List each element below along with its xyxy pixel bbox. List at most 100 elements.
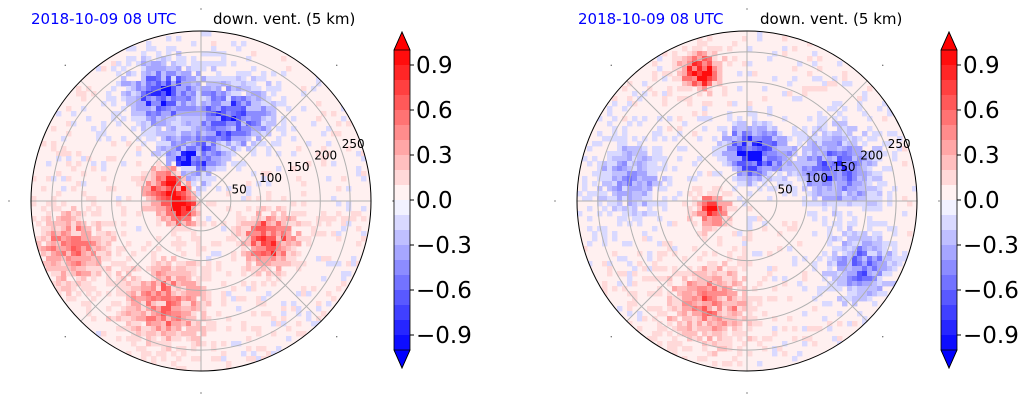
field-cell [697, 336, 703, 342]
field-cell [66, 271, 72, 277]
field-cell [752, 131, 758, 137]
field-cell [41, 186, 47, 192]
field-cell [627, 186, 633, 192]
field-cell [226, 106, 232, 112]
field-cell [617, 136, 623, 142]
field-cell [827, 81, 833, 87]
field-cell [882, 166, 888, 172]
field-cell [622, 196, 628, 202]
field-cell [261, 216, 267, 222]
field-cell [196, 61, 202, 67]
colorbar-segment [394, 320, 410, 336]
field-cell [196, 121, 202, 127]
field-cell [176, 331, 182, 337]
field-cell [121, 81, 127, 87]
field-cell [101, 221, 107, 227]
field-cell [181, 136, 187, 142]
field-cell [246, 121, 252, 127]
field-cell [787, 181, 793, 187]
field-cell [361, 151, 367, 157]
field-cell [211, 106, 217, 112]
field-cell [361, 231, 367, 237]
field-cell [667, 281, 673, 287]
field-cell [797, 176, 803, 182]
field-cell [226, 101, 232, 107]
field-cell [171, 361, 177, 367]
field-cell [622, 161, 628, 167]
field-cell [141, 286, 147, 292]
field-cell [707, 116, 713, 122]
field-cell [136, 121, 142, 127]
field-cell [151, 86, 157, 92]
field-cell [817, 201, 823, 207]
field-cell [171, 256, 177, 262]
field-cell [286, 231, 292, 237]
field-cell [677, 301, 683, 307]
field-cell [106, 306, 112, 312]
field-cell [697, 356, 703, 362]
field-cell [812, 341, 818, 347]
field-cell [176, 281, 182, 287]
field-cell [727, 206, 733, 212]
field-cell [592, 181, 598, 187]
field-cell [191, 356, 197, 362]
field-cell [687, 291, 693, 297]
field-cell [827, 166, 833, 172]
field-cell [662, 166, 668, 172]
field-cell [196, 246, 202, 252]
field-cell [126, 101, 132, 107]
field-cell [166, 211, 172, 217]
field-cell [652, 136, 658, 142]
field-cell [166, 176, 172, 182]
field-cell [131, 91, 137, 97]
field-cell [211, 126, 217, 132]
field-cell [602, 206, 608, 212]
field-cell [121, 76, 127, 82]
field-cell [251, 221, 257, 227]
field-cell [752, 306, 758, 312]
field-cell [662, 91, 668, 97]
field-cell [732, 321, 738, 327]
field-cell [86, 281, 92, 287]
field-cell [592, 236, 598, 242]
field-cell [221, 136, 227, 142]
field-cell [637, 211, 643, 217]
field-cell [206, 121, 212, 127]
field-cell [176, 116, 182, 122]
field-cell [737, 286, 743, 292]
field-cell [281, 131, 287, 137]
field-cell [742, 241, 748, 247]
field-cell [251, 351, 257, 357]
field-cell [722, 206, 728, 212]
colorbar-segment [394, 110, 410, 126]
field-cell [772, 51, 778, 57]
field-cell [722, 261, 728, 267]
field-cell [837, 311, 843, 317]
field-cell [707, 331, 713, 337]
field-cell [642, 81, 648, 87]
field-cell [186, 106, 192, 112]
field-cell [587, 261, 593, 267]
field-cell [622, 126, 628, 132]
field-cell [251, 106, 257, 112]
field-cell [156, 106, 162, 112]
field-cell [196, 341, 202, 347]
field-cell [221, 146, 227, 152]
field-cell [877, 241, 883, 247]
field-cell [822, 81, 828, 87]
field-cell [782, 51, 788, 57]
field-cell [246, 146, 252, 152]
field-cell [156, 166, 162, 172]
field-cell [632, 301, 638, 307]
field-cell [231, 296, 237, 302]
field-cell [767, 336, 773, 342]
field-cell [271, 351, 277, 357]
field-cell [787, 136, 793, 142]
field-cell [36, 221, 42, 227]
field-cell [692, 61, 698, 67]
field-cell [206, 326, 212, 332]
field-cell [877, 286, 883, 292]
field-cell [106, 221, 112, 227]
